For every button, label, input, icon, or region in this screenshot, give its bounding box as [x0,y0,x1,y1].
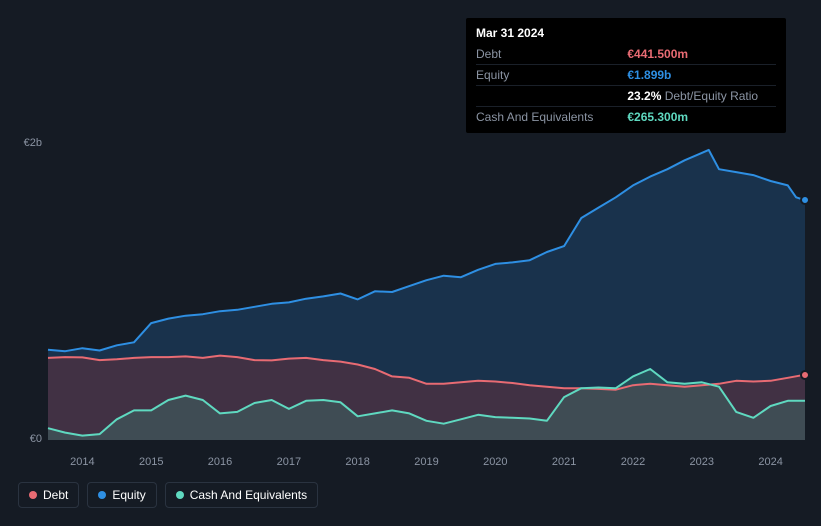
tooltip-title: Mar 31 2024 [476,24,776,42]
x-tick-label: 2023 [690,456,714,468]
legend-label: Debt [43,488,68,502]
x-tick-label: 2020 [483,456,507,468]
debt-endpoint-dot [800,370,810,380]
tooltip-row-label: Equity [476,65,607,86]
chart-legend: Debt Equity Cash And Equivalents [18,482,318,508]
tooltip-row-value: €441.500m [607,44,776,65]
x-tick-label: 2016 [208,456,232,468]
tooltip-row: Cash And Equivalents€265.300m [476,107,776,128]
tooltip-row-value: 23.2% Debt/Equity Ratio [607,86,776,107]
legend-item-cash-and-equivalents[interactable]: Cash And Equivalents [165,482,318,508]
chart-container: €0 €2b 2014 2015 2016 2017 2018 2019 2020 2021 20… [0,0,821,526]
tooltip-row: 23.2% Debt/Equity Ratio [476,86,776,107]
tooltip-row-label [476,86,607,107]
y-tick-label: €2b [0,137,42,149]
tooltip-row-value: €1.899b [607,65,776,86]
legend-label: Cash And Equivalents [190,488,307,502]
x-tick-label: 2014 [70,456,94,468]
x-tick-label: 2019 [414,456,438,468]
x-tick-label: 2015 [139,456,163,468]
legend-dot-icon [29,491,37,499]
tooltip-row: Equity€1.899b [476,65,776,86]
x-tick-label: 2024 [758,456,782,468]
legend-dot-icon [98,491,106,499]
x-tick-label: 2018 [345,456,369,468]
x-tick-label: 2017 [277,456,301,468]
y-tick-label: €0 [0,433,42,445]
tooltip-row-label: Cash And Equivalents [476,107,607,128]
legend-item-equity[interactable]: Equity [87,482,156,508]
x-tick-label: 2021 [552,456,576,468]
legend-label: Equity [112,488,145,502]
legend-item-debt[interactable]: Debt [18,482,79,508]
tooltip-row-value: €265.300m [607,107,776,128]
chart-tooltip: Mar 31 2024 Debt€441.500mEquity€1.899b23… [466,18,786,133]
x-tick-label: 2022 [621,456,645,468]
legend-dot-icon [176,491,184,499]
tooltip-table: Debt€441.500mEquity€1.899b23.2% Debt/Equ… [476,44,776,127]
tooltip-row: Debt€441.500m [476,44,776,65]
tooltip-row-label: Debt [476,44,607,65]
equity-endpoint-dot [800,195,810,205]
